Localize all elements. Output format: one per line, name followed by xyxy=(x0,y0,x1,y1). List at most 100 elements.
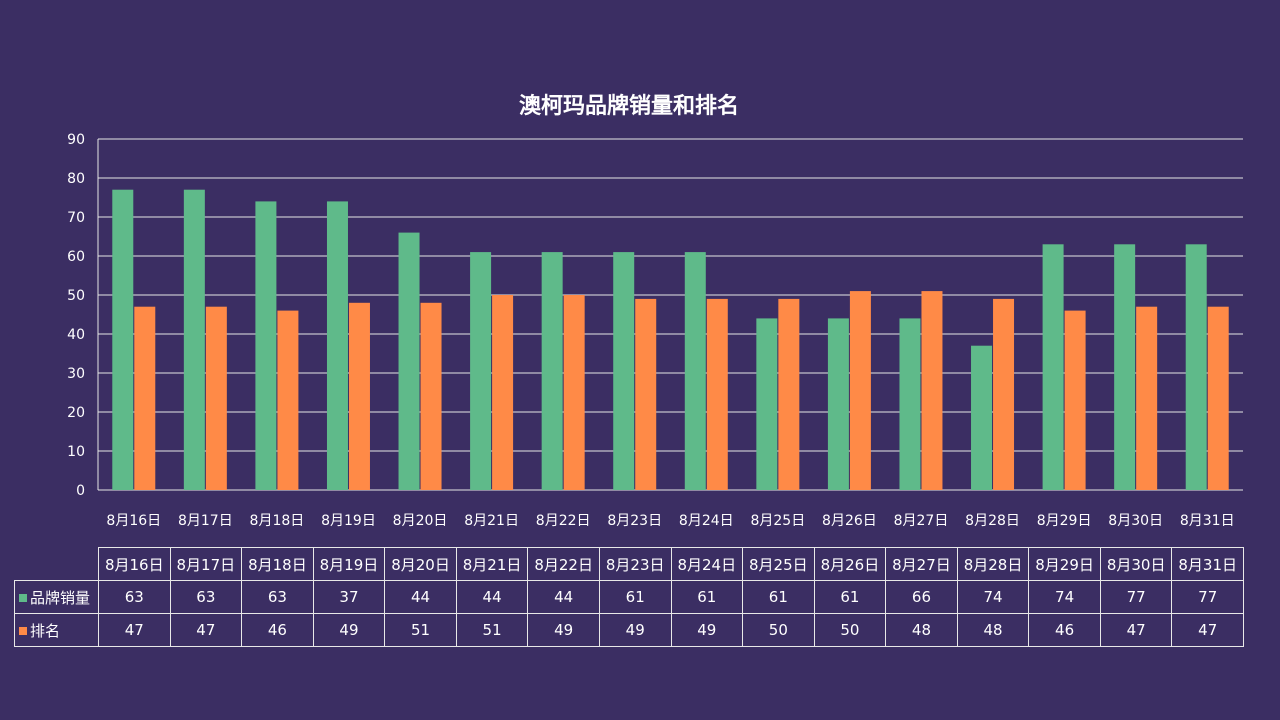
rank-bar xyxy=(563,295,585,490)
table-cell: 66 xyxy=(885,580,958,614)
x-tick-label: 8月22日 xyxy=(536,513,591,529)
table-cell: 37 xyxy=(312,580,386,614)
y-tick-label: 20 xyxy=(67,405,85,421)
x-tick-label: 8月18日 xyxy=(250,513,305,529)
table-cell: 50 xyxy=(742,613,815,647)
table-cell: 63 xyxy=(98,580,171,614)
table-header-cell: 8月19日 xyxy=(312,547,386,581)
sales-bar xyxy=(613,252,635,490)
table-cell: 77 xyxy=(1171,580,1244,614)
table-header-cell: 8月24日 xyxy=(670,547,744,581)
sales-bar xyxy=(398,232,420,490)
table-header-cell: 8月18日 xyxy=(241,547,314,581)
table-cell: 48 xyxy=(885,613,958,647)
table-cell: 49 xyxy=(527,613,600,647)
table-cell: 47 xyxy=(1099,613,1173,647)
rank-bar xyxy=(420,302,442,490)
x-tick-label: 8月17日 xyxy=(178,513,233,529)
sales-bar xyxy=(326,201,348,490)
table-cell: 44 xyxy=(527,580,600,614)
table-header-cell: 8月22日 xyxy=(527,547,600,581)
x-tick-label: 8月16日 xyxy=(106,513,161,529)
rank-bar xyxy=(1207,306,1229,490)
rank-bar xyxy=(492,295,514,490)
sales-bar xyxy=(112,189,134,490)
table-header-cell: 8月28日 xyxy=(956,547,1030,581)
y-tick-label: 50 xyxy=(67,288,85,304)
bar-chart: 0 10 20 30 40 50 60 70 80 90 8月16日 8月17日 8月18日 8月19日 8… xyxy=(67,132,1243,529)
table-cell: 61 xyxy=(598,580,672,614)
sales-bar xyxy=(255,201,277,490)
rank-bar xyxy=(1136,306,1158,490)
rank-bar xyxy=(134,306,156,490)
sales-bar xyxy=(827,318,849,490)
y-tick-label: 70 xyxy=(67,210,85,226)
table-cell: 74 xyxy=(956,580,1030,614)
rank-bar xyxy=(706,298,728,490)
table-cell: 47 xyxy=(98,613,171,647)
x-tick-label: 8月25日 xyxy=(750,513,805,529)
rank-bar xyxy=(1064,310,1086,490)
table-header-cell: 8月30日 xyxy=(1099,547,1173,581)
x-tick-label: 8月19日 xyxy=(321,513,376,529)
table-cell: 44 xyxy=(455,580,529,614)
sales-bar xyxy=(541,252,563,490)
table-cell: 61 xyxy=(742,580,815,614)
table-cell: 51 xyxy=(455,613,529,647)
x-tick-label: 8月31日 xyxy=(1180,513,1235,529)
chart-title: 澳柯玛品牌销量和排名 xyxy=(518,94,739,119)
rank-bar xyxy=(635,298,657,490)
table-cell: 49 xyxy=(598,613,672,647)
table-cell: 47 xyxy=(1171,613,1244,647)
table-cell: 50 xyxy=(813,613,887,647)
table-cell: 61 xyxy=(670,580,744,614)
table-row: 排名 47 47 46 49 51 51 49 49 49 50 50 48 48 46 47 47 xyxy=(14,613,1244,647)
rank-bar xyxy=(778,298,800,490)
x-tick-label: 8月23日 xyxy=(607,513,662,529)
table-header-cell: 8月21日 xyxy=(455,547,529,581)
sales-bar xyxy=(684,252,706,490)
table-header-cell: 8月26日 xyxy=(813,547,887,581)
table-cell: 49 xyxy=(312,613,386,647)
table-cell: 77 xyxy=(1099,580,1173,614)
x-tick-label: 8月30日 xyxy=(1108,513,1163,529)
sales-bar xyxy=(756,318,778,490)
table-header-cell: 8月31日 xyxy=(1171,547,1244,581)
y-tick-label: 30 xyxy=(67,366,85,382)
rank-bar xyxy=(277,310,299,490)
table-cell: 48 xyxy=(956,613,1030,647)
table-cell: 61 xyxy=(813,580,887,614)
x-tick-label: 8月28日 xyxy=(965,513,1020,529)
table-cell: 47 xyxy=(169,613,243,647)
x-tick-label: 8月29日 xyxy=(1037,513,1092,529)
y-tick-label: 60 xyxy=(67,249,85,265)
sales-bar xyxy=(899,318,921,490)
rank-bar xyxy=(993,298,1015,490)
table-header-cell: 8月29日 xyxy=(1028,547,1101,581)
y-tick-label: 0 xyxy=(76,483,85,499)
table-header-cell: 8月23日 xyxy=(598,547,672,581)
legend-swatch xyxy=(19,626,27,635)
y-tick-label: 10 xyxy=(67,444,85,460)
table-cell: 46 xyxy=(1028,613,1101,647)
table-cell: 63 xyxy=(241,580,314,614)
table-cell: 46 xyxy=(241,613,314,647)
table-corner xyxy=(14,547,99,581)
rank-bar xyxy=(921,291,943,490)
y-tick-label: 80 xyxy=(67,171,85,187)
legend-label: 品牌销量 xyxy=(30,588,91,607)
legend-swatch xyxy=(19,593,27,602)
x-tick-label: 8月26日 xyxy=(822,513,877,529)
table-row-label: 品牌销量 xyxy=(14,580,99,614)
sales-bar xyxy=(470,252,492,490)
rank-bar xyxy=(205,306,227,490)
table-header-row: 8月16日 8月17日 8月18日 8月19日 8月20日 8月21日 8月22日 8月23日… xyxy=(14,547,1244,581)
sales-bar xyxy=(1114,244,1136,490)
table-header-cell: 8月16日 xyxy=(98,547,171,581)
table-cell: 74 xyxy=(1028,580,1101,614)
x-tick-label: 8月21日 xyxy=(464,513,519,529)
table-header-cell: 8月27日 xyxy=(885,547,958,581)
x-tick-label: 8月24日 xyxy=(679,513,734,529)
sales-bar xyxy=(183,189,205,490)
table-header-cell: 8月17日 xyxy=(169,547,243,581)
